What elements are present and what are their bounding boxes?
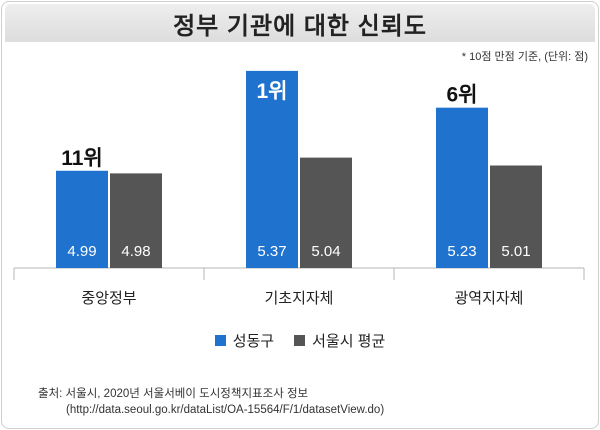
- seongdong-value-label: 4.99: [67, 243, 96, 260]
- category-label: 광역지자체: [454, 290, 523, 307]
- source-line: 출처: 서울시, 2020년 서울서베이 도시정책지표조사 정보: [38, 388, 309, 400]
- legend-item-seongdong: 성동구: [214, 330, 275, 351]
- seoul-average-bar: [300, 157, 352, 268]
- category-label: 기초지자체: [264, 290, 333, 307]
- source-note: 출처: 서울시, 2020년 서울서베이 도시정책지표조사 정보 (http:/…: [38, 386, 384, 418]
- seongdong-bar: [436, 107, 488, 268]
- legend-label-seongdong: 성동구: [232, 333, 275, 350]
- unit-note: * 10점 만점 기준, (단위: 점): [461, 51, 588, 63]
- source-url: (http://data.seoul.go.kr/dataList/OA-155…: [66, 404, 385, 416]
- seoul-average-value-label: 5.01: [501, 243, 530, 260]
- legend-item-seoul-average: 서울시 평균: [294, 330, 385, 351]
- legend: 성동구 서울시 평균: [0, 330, 600, 351]
- title-bar: 정부 기관에 대한 신뢰도: [5, 4, 595, 42]
- legend-label-seoul-average: 서울시 평균: [312, 333, 386, 350]
- seongdong-bar: [56, 170, 108, 268]
- seoul-average-bar: [490, 165, 542, 268]
- seoul-average-bar: [110, 173, 162, 268]
- category-label: 중앙정부: [81, 290, 136, 307]
- rank-label: 11위: [61, 147, 103, 170]
- legend-swatch-seoul-average: [294, 335, 306, 346]
- seongdong-value-label: 5.37: [257, 243, 286, 260]
- seoul-average-value-label: 5.04: [311, 243, 340, 260]
- seongdong-value-label: 5.23: [447, 243, 476, 260]
- legend-swatch-seongdong: [214, 335, 226, 346]
- rank-label: 1위: [257, 80, 288, 103]
- seongdong-bar: [246, 70, 298, 268]
- seoul-average-value-label: 4.98: [121, 243, 150, 260]
- chart-title: 정부 기관에 대한 신뢰도: [173, 12, 427, 40]
- rank-label: 6위: [447, 84, 478, 107]
